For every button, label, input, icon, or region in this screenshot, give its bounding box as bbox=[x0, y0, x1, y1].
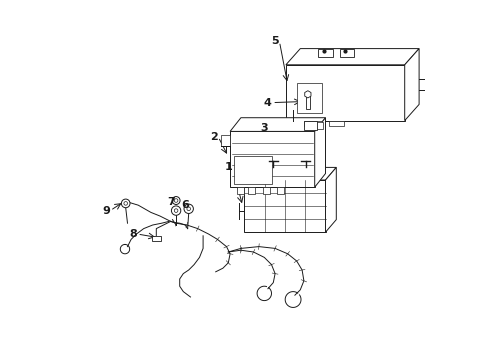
Polygon shape bbox=[230, 131, 314, 187]
Bar bbox=[233, 156, 271, 184]
Bar bbox=[303, 121, 316, 130]
Text: 4: 4 bbox=[264, 98, 271, 108]
Polygon shape bbox=[230, 118, 325, 131]
Polygon shape bbox=[325, 167, 336, 232]
Polygon shape bbox=[244, 167, 336, 180]
Text: 1: 1 bbox=[224, 162, 232, 172]
Circle shape bbox=[123, 202, 127, 205]
Text: 5: 5 bbox=[271, 36, 278, 46]
Bar bbox=[339, 49, 354, 57]
Circle shape bbox=[183, 204, 193, 213]
Polygon shape bbox=[285, 49, 418, 65]
Circle shape bbox=[121, 199, 130, 208]
Circle shape bbox=[174, 199, 178, 202]
Circle shape bbox=[174, 209, 178, 212]
Polygon shape bbox=[285, 65, 404, 121]
Bar bbox=[303, 121, 321, 126]
Text: 6: 6 bbox=[181, 200, 189, 210]
Bar bbox=[427, 87, 433, 93]
Bar bbox=[247, 187, 255, 194]
Polygon shape bbox=[244, 180, 325, 232]
Polygon shape bbox=[404, 49, 418, 121]
Polygon shape bbox=[304, 91, 310, 98]
Bar bbox=[328, 121, 343, 126]
Bar bbox=[276, 187, 284, 194]
Text: 9: 9 bbox=[102, 206, 110, 216]
Bar bbox=[296, 83, 321, 113]
Text: 7: 7 bbox=[166, 197, 174, 207]
Circle shape bbox=[172, 197, 180, 204]
Text: 2: 2 bbox=[209, 132, 217, 142]
Polygon shape bbox=[314, 118, 325, 187]
Bar bbox=[152, 236, 160, 241]
Bar bbox=[316, 122, 322, 129]
Circle shape bbox=[171, 206, 181, 215]
Bar bbox=[262, 187, 269, 194]
Text: 3: 3 bbox=[260, 123, 267, 133]
Bar bbox=[237, 187, 244, 194]
Text: 8: 8 bbox=[129, 229, 137, 239]
Bar bbox=[305, 94, 309, 109]
Bar bbox=[427, 76, 433, 82]
Bar bbox=[221, 135, 230, 146]
Bar bbox=[318, 49, 332, 57]
Circle shape bbox=[186, 207, 190, 211]
